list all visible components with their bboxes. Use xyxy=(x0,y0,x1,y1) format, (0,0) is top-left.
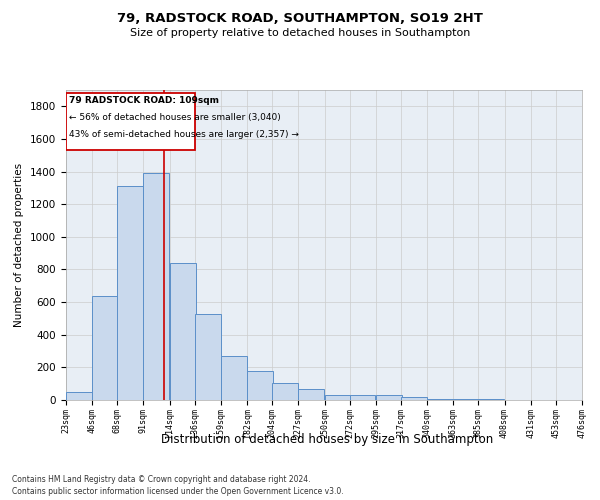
Bar xyxy=(325,395,350,400)
Text: Contains public sector information licensed under the Open Government Licence v3: Contains public sector information licen… xyxy=(12,487,344,496)
Y-axis label: Number of detached properties: Number of detached properties xyxy=(14,163,25,327)
Bar xyxy=(401,397,427,400)
Bar xyxy=(350,396,376,400)
Text: 79, RADSTOCK ROAD, SOUTHAMPTON, SO19 2HT: 79, RADSTOCK ROAD, SOUTHAMPTON, SO19 2HT xyxy=(117,12,483,26)
Bar xyxy=(427,399,453,400)
Bar xyxy=(66,94,195,150)
Bar xyxy=(453,399,479,400)
Text: 43% of semi-detached houses are larger (2,357) →: 43% of semi-detached houses are larger (… xyxy=(70,130,299,139)
Bar xyxy=(143,173,169,400)
Bar xyxy=(117,186,143,400)
Bar xyxy=(92,296,118,400)
Bar xyxy=(66,392,92,400)
Bar xyxy=(376,396,401,400)
Bar xyxy=(170,263,196,400)
Text: ← 56% of detached houses are smaller (3,040): ← 56% of detached houses are smaller (3,… xyxy=(70,113,281,122)
Text: Contains HM Land Registry data © Crown copyright and database right 2024.: Contains HM Land Registry data © Crown c… xyxy=(12,475,311,484)
Bar xyxy=(247,370,273,400)
Bar xyxy=(221,356,247,400)
Text: Distribution of detached houses by size in Southampton: Distribution of detached houses by size … xyxy=(161,432,493,446)
Bar xyxy=(272,383,298,400)
Bar xyxy=(298,390,324,400)
Text: Size of property relative to detached houses in Southampton: Size of property relative to detached ho… xyxy=(130,28,470,38)
Bar xyxy=(195,314,221,400)
Text: 79 RADSTOCK ROAD: 109sqm: 79 RADSTOCK ROAD: 109sqm xyxy=(70,96,220,104)
